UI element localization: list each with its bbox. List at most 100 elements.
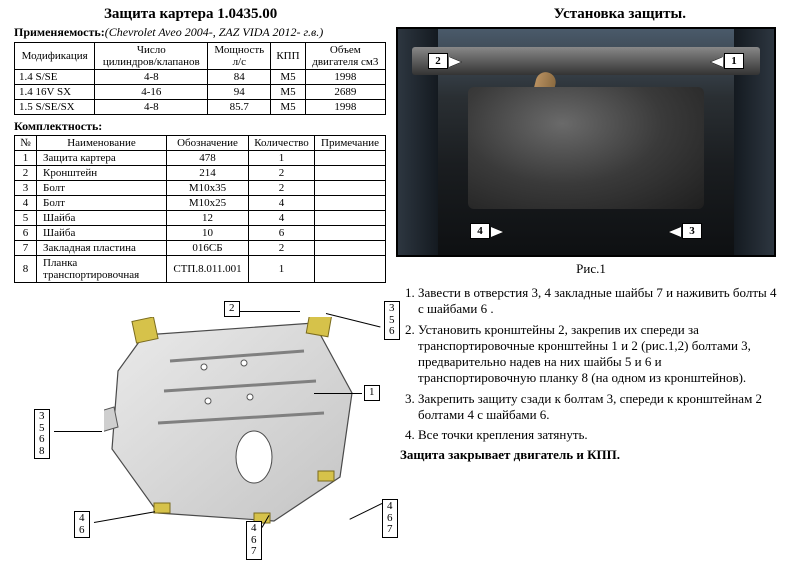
table-cell: 4-8 (95, 70, 208, 85)
table-cell (315, 166, 386, 181)
figure-caption: Рис.1 (396, 261, 786, 277)
table-cell: 84 (208, 70, 271, 85)
table-cell: 016СБ (167, 241, 249, 256)
table-cell: 85.7 (208, 100, 271, 115)
table-cell: 1 (249, 151, 315, 166)
table-cell: 10 (167, 226, 249, 241)
photo-marker: 1 (724, 53, 744, 69)
table-cell: 4 (249, 196, 315, 211)
photo-marker: 4 (470, 223, 490, 239)
parts-header: Наименование (37, 136, 167, 151)
table-cell (315, 181, 386, 196)
table-cell: 6 (249, 226, 315, 241)
table-cell: 5 (15, 211, 37, 226)
right-column: 2 1 4 3 Рис.1 Завести в отверстия 3, 4 закл… (396, 23, 786, 463)
table-cell: Болт (37, 181, 167, 196)
table-cell (315, 241, 386, 256)
left-column: Применяемость:(Chevrolet Aveo 2004-, ZAZ… (14, 23, 392, 559)
table-row: 1Защита картера4781 (15, 151, 386, 166)
table-cell: 2 (249, 241, 315, 256)
spec-table: МодификацияЧислоцилиндров/клапановМощнос… (14, 42, 386, 115)
diagram-callout: 46 (74, 511, 90, 538)
table-cell: 7 (15, 241, 37, 256)
step-item: Все точки крепления затянуть. (418, 427, 786, 443)
parts-table: №НаименованиеОбозначениеКоличествоПримеч… (14, 135, 386, 283)
table-cell: 2 (249, 166, 315, 181)
komplekt-label: Комплектность: (14, 119, 392, 134)
step-item: Установить кронштейны 2, закрепив их спе… (418, 322, 786, 387)
table-row: 6Шайба106 (15, 226, 386, 241)
coverage-note: Защита закрывает двигатель и КПП. (400, 447, 786, 463)
table-cell: 4 (15, 196, 37, 211)
table-row: 1.4 S/SE4-884М51998 (15, 70, 386, 85)
table-cell: Шайба (37, 211, 167, 226)
table-cell: 1.4 16V SX (15, 85, 95, 100)
install-steps: Завести в отверстия 3, 4 закладные шайбы… (418, 285, 786, 443)
table-cell: 1 (249, 256, 315, 283)
applicability: Применяемость:(Chevrolet Aveo 2004-, ZAZ… (14, 25, 392, 40)
table-cell: 2689 (305, 85, 385, 100)
table-row: 7Закладная пластина016СБ2 (15, 241, 386, 256)
applicability-text: (Chevrolet Aveo 2004-, ZAZ VIDA 2012- г.… (105, 25, 323, 39)
underbody-photo: 2 1 4 3 (396, 27, 776, 257)
table-cell: Планкатранспортировочная (37, 256, 167, 283)
table-cell: Закладная пластина (37, 241, 167, 256)
spec-header: Объемдвигателя см3 (305, 43, 385, 70)
parts-header: Количество (249, 136, 315, 151)
step-item: Закрепить защиту сзади к болтам 3, спере… (418, 391, 786, 424)
photo-marker: 2 (428, 53, 448, 69)
table-cell: 1.5 S/SE/SX (15, 100, 95, 115)
table-cell: Защита картера (37, 151, 167, 166)
table-row: 1.4 16V SX4-1694М52689 (15, 85, 386, 100)
table-cell: 1998 (305, 70, 385, 85)
photo-marker: 3 (682, 223, 702, 239)
main-title: Защита картера 1.0435.00 (104, 6, 277, 23)
applicability-label: Применяемость: (14, 25, 105, 39)
table-cell: 94 (208, 85, 271, 100)
table-cell: 1998 (305, 100, 385, 115)
parts-header: Обозначение (167, 136, 249, 151)
spec-header: Модификация (15, 43, 95, 70)
table-cell: 2 (249, 181, 315, 196)
table-cell (315, 226, 386, 241)
diagram-callout: 467 (246, 521, 262, 560)
table-cell: М10х25 (167, 196, 249, 211)
table-cell: 2 (15, 166, 37, 181)
table-cell (315, 211, 386, 226)
spec-header: Мощностьл/с (208, 43, 271, 70)
diagram-callout: 356 (384, 301, 400, 340)
install-title: Установка защиты. (554, 6, 686, 23)
assembly-diagram: 23561356846467467 (14, 289, 404, 559)
table-cell: СТП.8.011.001 (167, 256, 249, 283)
table-cell: Шайба (37, 226, 167, 241)
table-row: 2Кронштейн2142 (15, 166, 386, 181)
table-cell: М5 (271, 70, 305, 85)
table-cell: 478 (167, 151, 249, 166)
parts-header: № (15, 136, 37, 151)
table-cell: 1 (15, 151, 37, 166)
table-row: 4БолтМ10х254 (15, 196, 386, 211)
table-row: 8ПланкатранспортировочнаяСТП.8.011.0011 (15, 256, 386, 283)
table-cell: 4-8 (95, 100, 208, 115)
table-cell: Болт (37, 196, 167, 211)
table-cell (315, 196, 386, 211)
table-cell: 214 (167, 166, 249, 181)
diagram-callout: 2 (224, 301, 240, 317)
parts-header: Примечание (315, 136, 386, 151)
table-cell: М10х35 (167, 181, 249, 196)
table-cell: Кронштейн (37, 166, 167, 181)
table-cell: 3 (15, 181, 37, 196)
table-cell (315, 151, 386, 166)
table-cell: 4 (249, 211, 315, 226)
diagram-callout: 3568 (34, 409, 50, 459)
table-cell: 6 (15, 226, 37, 241)
table-row: 3БолтМ10х352 (15, 181, 386, 196)
spec-header: Числоцилиндров/клапанов (95, 43, 208, 70)
table-row: 5Шайба124 (15, 211, 386, 226)
table-cell: 8 (15, 256, 37, 283)
table-row: 1.5 S/SE/SX4-885.7М51998 (15, 100, 386, 115)
table-cell: М5 (271, 85, 305, 100)
spec-header: КПП (271, 43, 305, 70)
table-cell: М5 (271, 100, 305, 115)
table-cell: 12 (167, 211, 249, 226)
